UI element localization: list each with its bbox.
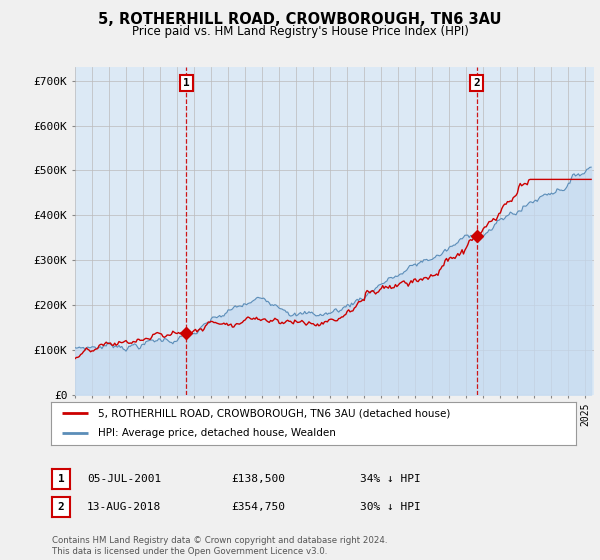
Text: 2: 2 [58,502,65,512]
Text: 34% ↓ HPI: 34% ↓ HPI [360,474,421,484]
Text: 1: 1 [58,474,65,484]
Text: Contains HM Land Registry data © Crown copyright and database right 2024.
This d: Contains HM Land Registry data © Crown c… [52,536,388,556]
Text: 30% ↓ HPI: 30% ↓ HPI [360,502,421,512]
Text: 13-AUG-2018: 13-AUG-2018 [87,502,161,512]
Text: 2: 2 [473,78,481,88]
Text: 05-JUL-2001: 05-JUL-2001 [87,474,161,484]
Text: £138,500: £138,500 [231,474,285,484]
Text: HPI: Average price, detached house, Wealden: HPI: Average price, detached house, Weal… [98,428,336,438]
Text: 5, ROTHERHILL ROAD, CROWBOROUGH, TN6 3AU (detached house): 5, ROTHERHILL ROAD, CROWBOROUGH, TN6 3AU… [98,408,451,418]
Text: 1: 1 [183,78,190,88]
Text: Price paid vs. HM Land Registry's House Price Index (HPI): Price paid vs. HM Land Registry's House … [131,25,469,38]
Text: £354,750: £354,750 [231,502,285,512]
Text: 5, ROTHERHILL ROAD, CROWBOROUGH, TN6 3AU: 5, ROTHERHILL ROAD, CROWBOROUGH, TN6 3AU [98,12,502,27]
